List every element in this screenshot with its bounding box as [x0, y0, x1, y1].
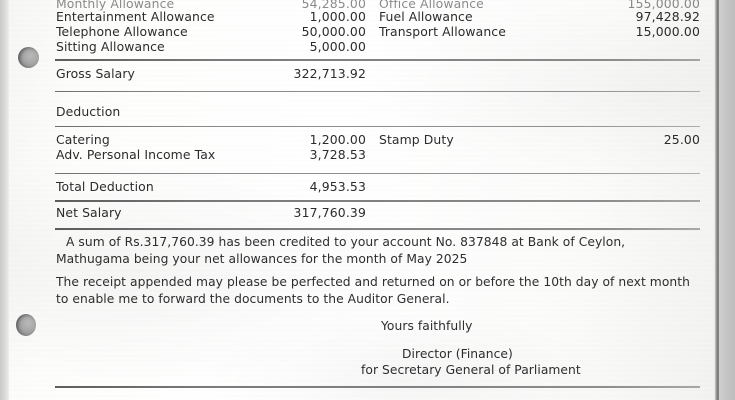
deduction-amount: 1,200.00	[309, 132, 366, 147]
allowance-label-2: Transport Allowance	[379, 24, 506, 39]
allowance-label: Monthly Allowance	[56, 0, 175, 11]
gross-salary-label: Gross Salary	[56, 66, 135, 81]
allowance-row: Monthly Allowance 54,285.00 Office Allow…	[0, 0, 735, 12]
section-rule	[55, 91, 700, 92]
punch-hole-top	[18, 47, 39, 68]
punch-hole-bottom	[16, 314, 36, 336]
deduction-heading-row: Deduction	[0, 104, 735, 120]
net-salary-amount: 317,760.39	[293, 205, 366, 220]
allowance-label: Sitting Allowance	[56, 39, 165, 54]
total-deduction-label: Total Deduction	[56, 179, 154, 194]
gross-salary-amount: 322,713.92	[293, 66, 366, 81]
allowance-amount-2: 97,428.92	[635, 9, 700, 24]
credit-notice-line-1: A sum of Rs.317,760.39 has been credited…	[56, 234, 706, 251]
allowance-row: Telephone Allowance 50,000.00 Transport …	[0, 24, 735, 40]
allowance-amount-2: 15,000.00	[635, 24, 700, 39]
right-page-edge	[714, 0, 719, 400]
allowance-label: Telephone Allowance	[56, 24, 188, 39]
deduction-label-2: Stamp Duty	[379, 132, 454, 147]
deduction-row: Catering 1,200.00 Stamp Duty 25.00	[0, 132, 735, 148]
section-rule	[55, 200, 700, 202]
signatory-title: Director (Finance)	[402, 347, 513, 361]
credit-notice-text-1: A sum of Rs.317,760.39 has been credited…	[66, 235, 626, 249]
left-gutter	[0, 0, 9, 400]
section-rule	[55, 228, 700, 230]
allowance-label-2: Office Allowance	[379, 0, 484, 11]
receipt-instruction-paragraph: The receipt appended may please be perfe…	[56, 274, 706, 307]
deduction-amount-2: 25.00	[663, 132, 700, 147]
deduction-amount: 3,728.53	[309, 147, 366, 162]
allowance-label-2: Fuel Allowance	[379, 9, 473, 24]
allowance-amount: 50,000.00	[301, 24, 366, 39]
gross-salary-row: Gross Salary 322,713.92	[0, 66, 735, 82]
deduction-label: Catering	[56, 132, 110, 147]
deduction-row: Adv. Personal Income Tax 3,728.53	[0, 147, 735, 163]
section-rule	[55, 59, 700, 61]
net-salary-label: Net Salary	[56, 205, 122, 220]
deduction-label: Adv. Personal Income Tax	[56, 147, 216, 162]
credit-notice-line-2: Mathugama being your net allowances for …	[56, 251, 468, 266]
footer-rule	[55, 386, 700, 388]
allowance-label: Entertainment Allowance	[56, 9, 215, 24]
allowance-amount: 1,000.00	[309, 9, 366, 24]
net-salary-row: Net Salary 317,760.39	[0, 205, 735, 221]
closing-salutation: Yours faithfully	[381, 319, 473, 333]
receipt-instruction-line-2: to enable me to forward the documents to…	[56, 291, 450, 306]
deduction-heading: Deduction	[56, 104, 121, 119]
right-gutter	[719, 0, 735, 400]
allowance-amount: 5,000.00	[309, 39, 366, 54]
section-rule	[55, 173, 700, 174]
allowance-amount-2: 155,000.00	[627, 0, 700, 11]
allowance-row: Sitting Allowance 5,000.00	[0, 39, 735, 55]
allowance-row: Entertainment Allowance 1,000.00 Fuel Al…	[0, 9, 735, 25]
credit-notice-paragraph: A sum of Rs.317,760.39 has been credited…	[56, 234, 706, 267]
total-deduction-row: Total Deduction 4,953.53	[0, 179, 735, 195]
section-rule	[55, 126, 700, 127]
total-deduction-amount: 4,953.53	[309, 179, 366, 194]
signatory-subtitle: for Secretary General of Parliament	[361, 363, 581, 377]
allowance-amount: 54,285.00	[301, 0, 366, 11]
receipt-instruction-line-1: The receipt appended may please be perfe…	[56, 275, 690, 289]
